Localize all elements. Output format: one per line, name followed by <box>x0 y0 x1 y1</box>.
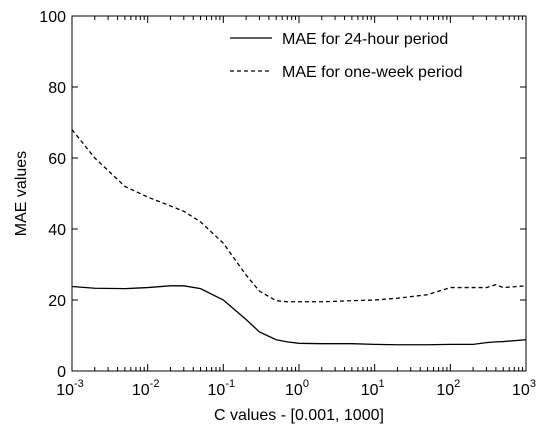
x-tick-base: 10 <box>56 382 74 399</box>
x-axis-label: C values - [0.001, 1000] <box>214 407 384 424</box>
x-tick-base: 10 <box>285 382 303 399</box>
x-tick-label: 10-3 <box>56 378 84 399</box>
x-tick-exponent: 3 <box>530 378 536 390</box>
series-line <box>71 129 527 303</box>
x-tick-base: 10 <box>436 382 454 399</box>
x-tick-label: 10-1 <box>208 378 236 399</box>
x-tick-label: 10-2 <box>132 378 160 399</box>
y-tick-label: 40 <box>48 222 66 239</box>
series-line <box>71 285 527 346</box>
y-tick-label: 80 <box>48 80 66 97</box>
x-tick-base: 10 <box>512 382 530 399</box>
legend-label: MAE for one-week period <box>282 64 463 81</box>
legend-label: MAE for 24-hour period <box>282 31 448 48</box>
y-axis-label: MAE values <box>13 151 30 236</box>
x-tick-exponent: -3 <box>74 378 84 390</box>
y-tick-label: 60 <box>48 151 66 168</box>
x-tick-exponent: -2 <box>150 378 160 390</box>
x-tick-label: 100 <box>285 378 309 399</box>
x-tick-label: 103 <box>512 378 536 399</box>
x-tick-label: 102 <box>436 378 460 399</box>
x-tick-exponent: 0 <box>303 378 309 390</box>
x-tick-exponent: 2 <box>454 378 460 390</box>
x-tick-exponent: -1 <box>225 378 235 390</box>
y-tick-label: 0 <box>57 364 66 381</box>
x-tick-label: 101 <box>361 378 385 399</box>
y-tick-label: 20 <box>48 293 66 310</box>
x-tick-exponent: 1 <box>379 378 385 390</box>
x-tick-base: 10 <box>132 382 150 399</box>
x-tick-base: 10 <box>208 382 226 399</box>
x-tick-base: 10 <box>361 382 379 399</box>
y-tick-label: 100 <box>39 9 66 26</box>
